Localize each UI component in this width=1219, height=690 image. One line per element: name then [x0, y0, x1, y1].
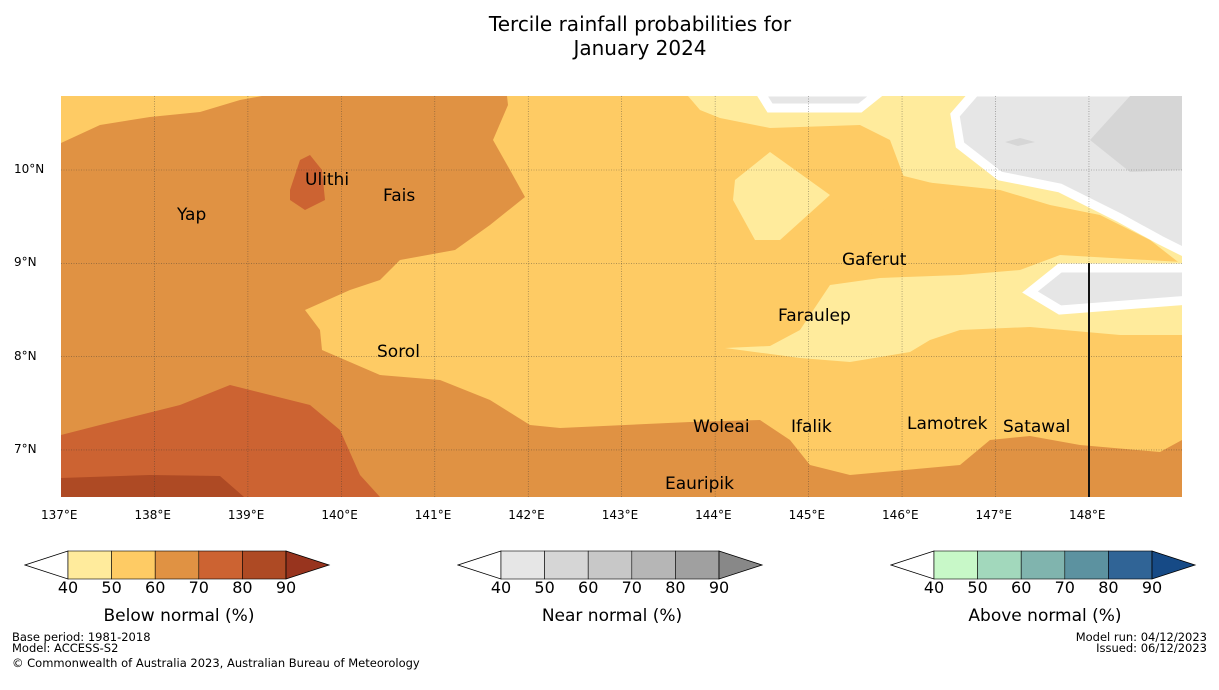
- region-below-80-90: [61, 475, 244, 497]
- region-below-70-80-ulithi: [290, 155, 325, 210]
- place-label-eauripik: Eauripik: [665, 474, 735, 494]
- chart-title: Tercile rainfall probabilities for Janua…: [0, 12, 1219, 60]
- lon-tick-label: 147°E: [975, 508, 1013, 522]
- colorbar-tick-label: 90: [1141, 578, 1163, 597]
- lon-tick-label: 144°E: [695, 508, 732, 522]
- region-below-70-80: [61, 385, 380, 497]
- colorbar-tick-label: 40: [57, 578, 79, 597]
- legend-above-normal: 40 50 60 70 80 90 Above normal (%): [889, 550, 1200, 640]
- lon-tick-label: 148°E: [1068, 508, 1106, 522]
- colorbar-segment: [1020, 550, 1066, 580]
- colorbar-tick-label: 80: [1098, 578, 1119, 597]
- colorbar-tick-label: 40: [490, 578, 512, 597]
- colorbar-segment: [1064, 550, 1109, 580]
- place-label-satawal: Satawal: [1003, 417, 1071, 437]
- lat-tick-label: 9°N: [14, 255, 37, 270]
- issued-date: Issued: 06/12/2023: [1096, 641, 1207, 655]
- colorbar-tick-label: 90: [275, 578, 297, 597]
- model-run: Model run: 04/12/2023: [1075, 630, 1207, 644]
- colorbar-segment: [675, 550, 720, 580]
- lon-tick-label: 139°E: [227, 508, 265, 522]
- colorbar-tick-label: 70: [1054, 578, 1075, 597]
- lon-tick-label: 142°E: [508, 508, 545, 522]
- lon-tick-label: 140°E: [321, 508, 358, 522]
- legend-near-normal: 40 50 60 70 80 90 Near normal (%): [456, 550, 767, 640]
- colorbar-title: Near normal (%): [541, 606, 683, 626]
- colorbar-segment: [154, 550, 200, 580]
- colorbar-extend-high: [285, 550, 331, 580]
- model-name: Model: ACCESS-S2: [12, 641, 119, 655]
- colorbar-tick-label: 90: [708, 578, 730, 597]
- colorbar-segment: [544, 550, 589, 580]
- place-label-ifalik: Ifalik: [791, 417, 832, 437]
- place-label-lamotrek: Lamotrek: [907, 414, 988, 434]
- colorbar-extend-low: [456, 550, 502, 580]
- lon-tick-label: 143°E: [601, 508, 639, 522]
- colorbar-extend-high: [718, 550, 764, 580]
- region-below-40-50-lens: [733, 152, 830, 240]
- colorbar-segment: [631, 550, 676, 580]
- colorbar-title: Below normal (%): [103, 606, 255, 626]
- colorbar-segment: [1108, 550, 1153, 580]
- region-near-50-60-small: [1005, 138, 1035, 146]
- colorbar-tick-label: 50: [967, 578, 988, 597]
- place-label-woleai: Woleai: [693, 417, 750, 437]
- region-near-40-50-a: [757, 96, 883, 113]
- base-period: Base period: 1981-2018: [12, 630, 151, 644]
- lat-tick-label: 8°N: [14, 348, 37, 363]
- colorbar-tick-label: 50: [101, 578, 122, 597]
- lat-tick-label: 7°N: [14, 441, 37, 456]
- colorbar-segment: [67, 550, 112, 580]
- colorbar-segment: [587, 550, 633, 580]
- place-label-gaferut: Gaferut: [842, 250, 907, 270]
- lon-tick-label: 141°E: [414, 508, 452, 522]
- colorbar-extend-low: [889, 550, 935, 580]
- place-label-yap: Yap: [177, 205, 207, 225]
- place-label-faraulep: Faraulep: [778, 306, 851, 326]
- colorbar-extend-high: [1151, 550, 1197, 580]
- colorbar-tick-label: 60: [1011, 578, 1032, 597]
- colorbar-tick-label: 80: [665, 578, 686, 597]
- footer-left: Base period: 1981-2018 Model: ACCESS-S2 …: [12, 630, 420, 670]
- colorbar-tick-label: 40: [923, 578, 945, 597]
- colorbar-segment: [500, 550, 545, 580]
- region-below-50-60-tongue: [850, 175, 1053, 280]
- lon-tick-label: 146°E: [882, 508, 919, 522]
- colorbar-tick-label: 70: [621, 578, 642, 597]
- place-label-sorol: Sorol: [377, 342, 420, 362]
- colorbar-extend-low: [23, 550, 69, 580]
- colorbar-tick-label: 60: [145, 578, 166, 597]
- colorbar-segment: [242, 550, 287, 580]
- colorbar-segment: [977, 550, 1022, 580]
- region-near-40-50-c: [1022, 263, 1182, 315]
- copyright: © Commonwealth of Australia 2023, Austra…: [12, 656, 420, 670]
- lat-tick-label: 10°N: [14, 162, 45, 176]
- place-label-fais: Fais: [383, 186, 416, 206]
- graticule: [61, 96, 1182, 497]
- colorbar-tick-label: 60: [578, 578, 599, 597]
- colorbar-segment: [198, 550, 243, 580]
- region-near-50-60: [1090, 96, 1182, 172]
- colorbar-tick-label: 50: [534, 578, 555, 597]
- footer-right: Model run: 04/12/2023 Issued: 06/12/2023: [1075, 630, 1207, 655]
- colorbar-tick-label: 80: [232, 578, 253, 597]
- lon-tick-label: 137°E: [41, 508, 78, 522]
- colorbar-segment: [111, 550, 156, 580]
- title-line-1: Tercile rainfall probabilities for: [488, 12, 792, 36]
- title-line-2: January 2024: [573, 36, 707, 60]
- colorbar-title: Above normal (%): [968, 606, 1122, 626]
- place-label-ulithi: Ulithi: [305, 170, 350, 190]
- legend-below-normal: 40 50 60 70 80 90 Below normal (%): [23, 550, 334, 640]
- lon-tick-label: 145°E: [788, 508, 826, 522]
- colorbar-segment: [933, 550, 978, 580]
- colorbar-tick-label: 70: [188, 578, 209, 597]
- lon-tick-label: 138°E: [134, 508, 171, 522]
